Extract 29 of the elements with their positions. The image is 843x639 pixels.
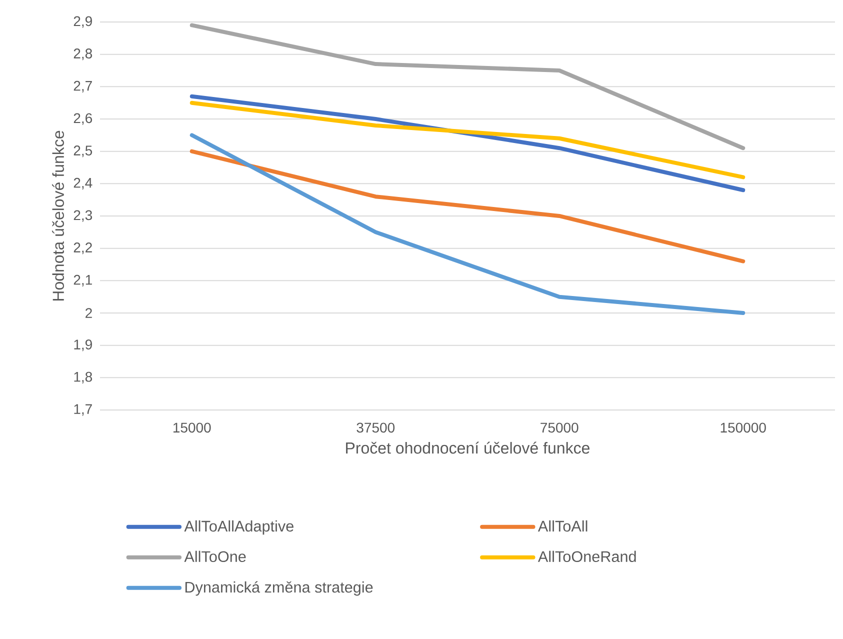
x-tick-label: 15000: [173, 422, 211, 433]
legend-label: AllToOne: [184, 550, 246, 562]
x-tick-label: 37500: [356, 422, 395, 433]
y-tick-label: 2,3: [74, 210, 92, 222]
x-axis-title: Pročet ohodnocení účelové funkce: [346, 442, 590, 454]
y-tick-label: 1,7: [74, 404, 92, 416]
y-tick-label: 1,9: [74, 340, 92, 352]
legend-label: AllToAll: [538, 520, 588, 532]
line-series: [190, 94, 746, 192]
y-tick-label: 2,2: [74, 242, 92, 254]
legend-label: AllToAllAdaptive: [184, 520, 294, 535]
y-tick-label: 2,7: [74, 80, 92, 92]
line-series: [190, 100, 746, 180]
y-tick-label: 2,1: [74, 274, 92, 286]
legend-label: AllToOneRand: [538, 550, 636, 562]
line-series: [190, 23, 746, 150]
y-tick-label: 2,5: [74, 146, 92, 158]
y-tick-label: 2,8: [74, 48, 92, 60]
x-tick-label: 150000: [720, 422, 766, 433]
y-tick-label: 2,6: [74, 113, 92, 125]
line-series: [190, 133, 746, 315]
y-tick-label: 1,8: [74, 372, 92, 384]
y-tick-label: 2: [86, 308, 92, 318]
x-tick-label: 75000: [540, 422, 578, 433]
legend-label: Dynamická změna strategie: [185, 581, 373, 596]
line-series: [190, 149, 746, 264]
y-tick-label: 2,4: [74, 178, 92, 190]
y-tick-label: 2,9: [74, 16, 92, 28]
y-axis-title: Hodnota účelové funkce: [52, 130, 64, 301]
